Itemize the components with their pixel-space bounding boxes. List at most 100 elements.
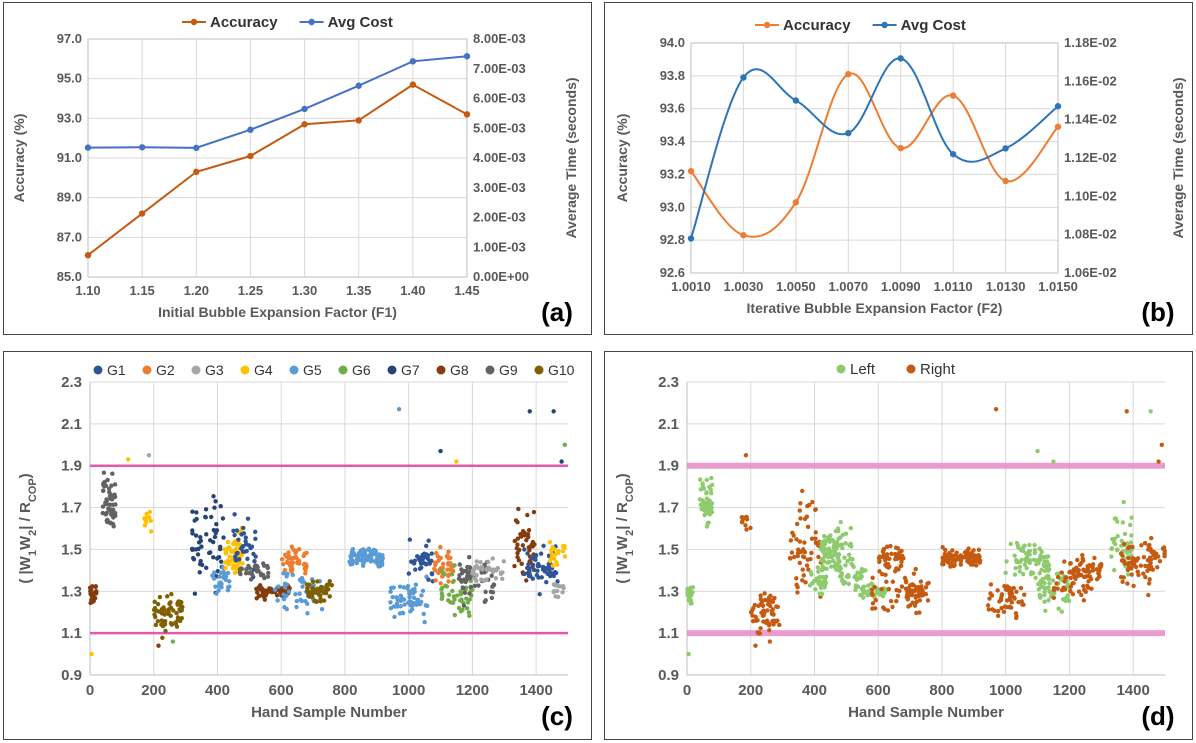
data-point xyxy=(1013,611,1019,616)
data-point xyxy=(512,538,517,544)
data-point xyxy=(242,549,247,554)
data-point xyxy=(524,537,529,543)
data-point xyxy=(879,572,885,577)
data-point xyxy=(807,502,812,508)
data-point xyxy=(710,482,715,488)
y-tick-label: 2.1 xyxy=(658,416,679,433)
data-point xyxy=(840,545,845,551)
data-point xyxy=(1018,585,1024,591)
data-point xyxy=(483,589,488,595)
data-point xyxy=(1118,574,1124,580)
data-point xyxy=(1126,572,1131,577)
data-point xyxy=(1088,576,1094,582)
data-point xyxy=(88,591,93,597)
data-point xyxy=(535,568,540,574)
data-point xyxy=(562,554,568,559)
legend-marker xyxy=(142,365,152,375)
data-point xyxy=(303,567,308,572)
data-point xyxy=(436,558,441,563)
data-point xyxy=(1036,561,1041,566)
data-point xyxy=(305,601,310,606)
data-point xyxy=(861,584,867,589)
data-point xyxy=(1145,568,1150,573)
data-point xyxy=(550,545,555,550)
data-point xyxy=(999,592,1005,597)
data-point xyxy=(971,556,977,561)
data-point xyxy=(450,588,455,594)
data-point xyxy=(1042,580,1047,586)
data-point xyxy=(394,595,399,600)
data-point xyxy=(912,588,918,594)
y2-tick-label: 1.18E-02 xyxy=(1064,35,1117,50)
data-point xyxy=(798,549,804,555)
data-point xyxy=(493,576,499,581)
data-point xyxy=(253,554,258,559)
data-point xyxy=(412,558,418,563)
data-point xyxy=(236,537,241,542)
y-tick-label: 93.4 xyxy=(660,134,686,149)
data-point xyxy=(293,592,298,597)
data-point xyxy=(861,595,866,600)
data-point xyxy=(446,598,451,603)
data-point xyxy=(896,567,901,572)
y-tick-label: 2.3 xyxy=(658,374,679,391)
data-point xyxy=(169,622,175,627)
data-point xyxy=(355,117,362,124)
y-tick-label: 87.0 xyxy=(57,229,82,244)
data-point xyxy=(876,555,882,561)
data-point xyxy=(833,561,838,566)
data-point xyxy=(217,546,223,552)
legend-label: Accuracy xyxy=(210,14,278,31)
data-point xyxy=(281,596,287,602)
data-point xyxy=(859,566,865,572)
data-point xyxy=(233,557,238,562)
data-point xyxy=(858,592,863,598)
data-point xyxy=(1082,568,1087,573)
legend-marker xyxy=(190,18,198,26)
data-point xyxy=(697,497,703,502)
data-point xyxy=(525,512,530,518)
data-point xyxy=(429,571,435,577)
x-tick-label: 1000 xyxy=(989,682,1022,699)
data-point xyxy=(985,603,991,608)
series-line-avg-cost xyxy=(87,55,468,149)
data-point xyxy=(739,514,745,520)
data-point xyxy=(1115,533,1120,539)
data-point xyxy=(1035,448,1040,454)
data-point xyxy=(518,532,523,537)
data-point xyxy=(1083,589,1088,595)
data-point xyxy=(989,593,995,598)
data-point xyxy=(879,586,884,592)
data-point xyxy=(282,605,287,610)
data-point xyxy=(1141,554,1147,560)
data-point xyxy=(1007,595,1013,600)
data-point xyxy=(828,533,833,538)
data-point xyxy=(467,591,472,596)
data-point xyxy=(104,497,109,502)
y-tick-label: 0.9 xyxy=(658,667,679,684)
data-point xyxy=(169,591,174,597)
data-point xyxy=(406,571,412,576)
y-axis-title-subscript: 1 xyxy=(624,550,636,556)
x-axis-title: Hand Sample Number xyxy=(848,704,1004,721)
x-tick-label: 1.0090 xyxy=(881,279,921,294)
legend-marker xyxy=(906,364,916,374)
data-point xyxy=(1004,559,1009,564)
data-point xyxy=(153,622,159,628)
data-point xyxy=(421,611,426,617)
data-point xyxy=(1143,574,1148,580)
data-point xyxy=(697,477,703,482)
data-point xyxy=(986,607,992,612)
data-point xyxy=(762,591,767,596)
data-point xyxy=(1005,584,1010,589)
data-point xyxy=(365,557,370,563)
data-point xyxy=(819,540,824,545)
x-tick-label: 1200 xyxy=(1053,682,1086,699)
data-point xyxy=(914,599,919,605)
data-point xyxy=(1002,604,1008,609)
data-point xyxy=(690,585,696,590)
panel-a: 85.0 87.0 89.0 91.0 93.0 95.0 97.0 1.10 1.15 1.20… xyxy=(3,2,592,335)
data-point xyxy=(884,579,889,584)
data-point xyxy=(925,581,930,586)
data-point xyxy=(237,557,242,562)
